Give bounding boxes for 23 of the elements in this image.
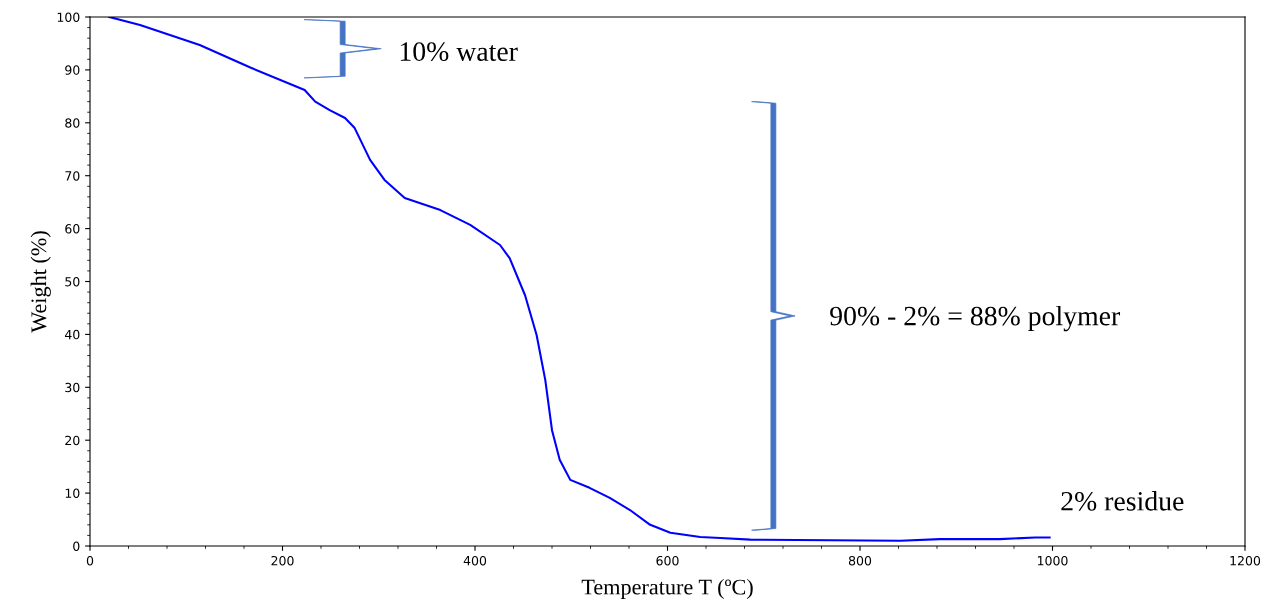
x-axis-title: Temperature T (ºC) [581,578,753,600]
annotation: 90% - 2% = 88% polymer [830,305,1121,332]
x-tick-label: 1200 [1230,555,1261,566]
x-tick-label: 800 [848,555,872,566]
x-tick-label: 600 [656,555,679,566]
y-tick-label: 70 [65,171,80,181]
x-tick-label: 1000 [1037,555,1068,566]
annotation: 10% water [400,42,518,62]
y-tick-label: 100 [57,12,80,22]
y-tick-label: 0 [73,541,80,551]
y-tick-label: 90 [65,65,80,75]
y-tick-label: 30 [65,382,80,393]
y-tick-label: 20 [65,435,80,446]
y-axis-title: Weight (%) [30,231,51,333]
annotation: 2% residue [1061,491,1184,511]
y-tick-label: 50 [65,276,80,287]
x-tick-label: 400 [463,555,487,566]
x-tick-label: 0 [86,555,94,566]
x-tick-label: 200 [271,555,294,566]
y-tick-label: 10 [65,488,80,499]
y-tick-label: 60 [65,224,80,234]
y-tick-label: 40 [64,329,80,340]
y-tick-label: 80 [65,118,80,128]
